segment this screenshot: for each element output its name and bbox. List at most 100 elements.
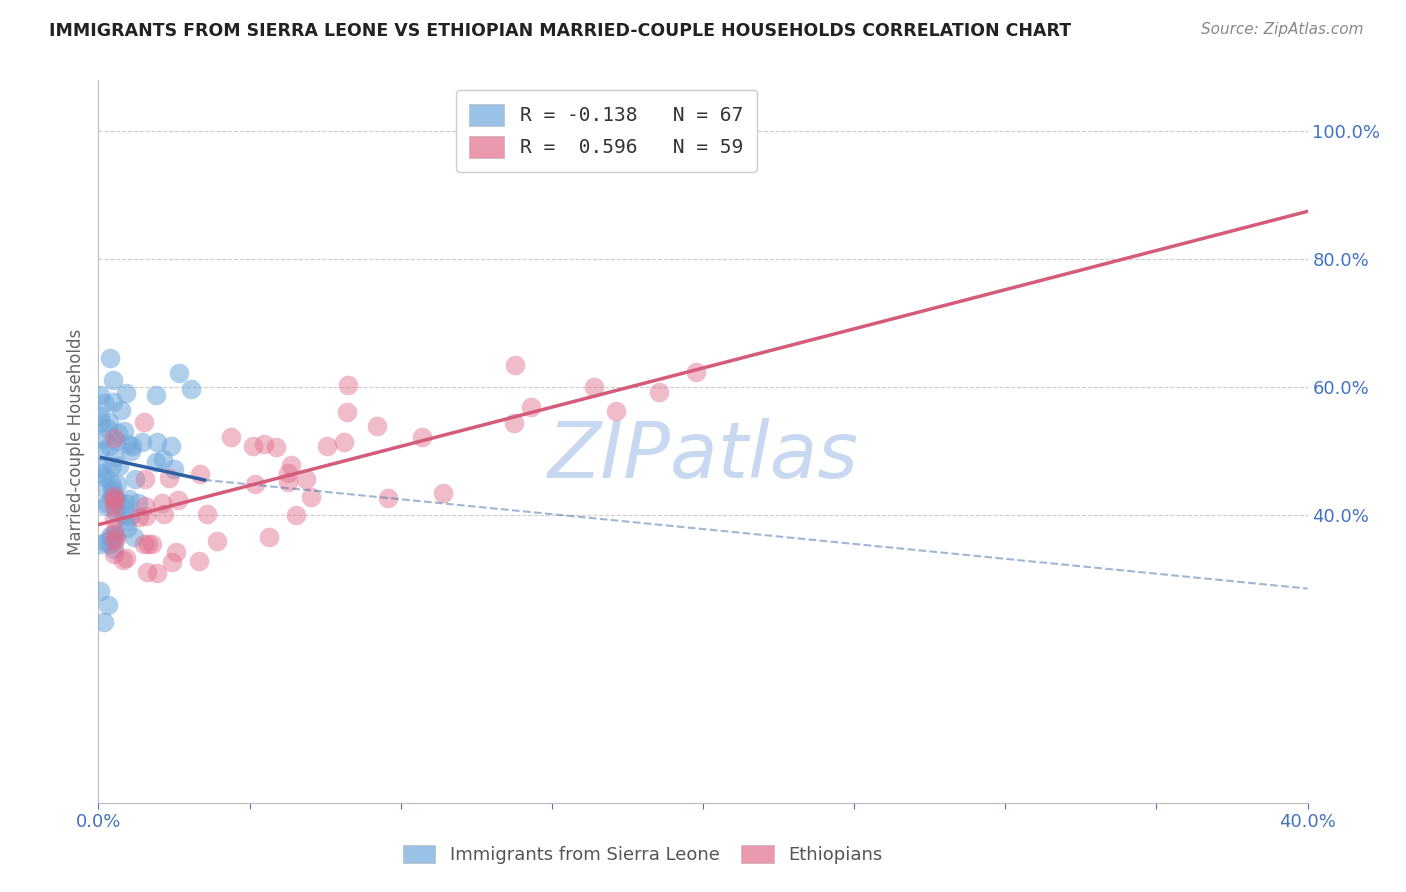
Point <box>165 545 187 559</box>
Point <box>160 439 183 453</box>
Point <box>100 459 122 474</box>
Point <box>104 527 127 541</box>
Point <box>96 499 118 513</box>
Point <box>141 537 163 551</box>
Point <box>103 491 125 505</box>
Point <box>98 415 121 429</box>
Point <box>121 440 143 454</box>
Point <box>120 443 142 458</box>
Point <box>187 554 209 568</box>
Point <box>135 508 157 523</box>
Point <box>505 358 527 372</box>
Point <box>152 451 174 466</box>
Point <box>219 430 242 444</box>
Point <box>91 432 114 446</box>
Point <box>112 424 135 438</box>
Point <box>285 508 308 522</box>
Point <box>648 385 671 400</box>
Point <box>432 486 454 500</box>
Point <box>103 500 125 514</box>
Point <box>134 472 156 486</box>
Point <box>114 551 136 566</box>
Point <box>103 533 125 548</box>
Point <box>89 583 111 598</box>
Point <box>103 512 125 526</box>
Point <box>145 455 167 469</box>
Point <box>160 555 183 569</box>
Point <box>104 531 127 545</box>
Point <box>122 530 145 544</box>
Point <box>243 477 266 491</box>
Point <box>315 439 337 453</box>
Legend: Immigrants from Sierra Leone, Ethiopians: Immigrants from Sierra Leone, Ethiopians <box>394 836 891 873</box>
Point <box>93 395 115 409</box>
Point <box>101 395 124 409</box>
Point <box>103 494 125 508</box>
Point <box>97 439 120 453</box>
Point <box>101 373 124 387</box>
Point <box>105 434 128 449</box>
Point <box>96 496 118 510</box>
Point <box>605 404 627 418</box>
Point <box>89 444 111 458</box>
Point <box>98 351 121 365</box>
Point <box>195 507 218 521</box>
Point <box>277 466 299 480</box>
Point <box>166 493 188 508</box>
Text: IMMIGRANTS FROM SIERRA LEONE VS ETHIOPIAN MARRIED-COUPLE HOUSEHOLDS CORRELATION : IMMIGRANTS FROM SIERRA LEONE VS ETHIOPIA… <box>49 22 1071 40</box>
Point <box>105 477 128 491</box>
Point <box>169 366 191 380</box>
Point <box>104 528 127 542</box>
Point <box>150 495 173 509</box>
Point <box>520 400 543 414</box>
Point <box>264 440 287 454</box>
Point <box>333 435 356 450</box>
Point <box>136 537 159 551</box>
Point <box>277 475 299 489</box>
Point <box>135 565 157 579</box>
Point <box>89 537 111 551</box>
Point <box>98 529 121 543</box>
Point <box>115 386 138 401</box>
Point <box>337 378 360 392</box>
Point <box>411 430 433 444</box>
Text: ZIPatlas: ZIPatlas <box>547 418 859 494</box>
Point <box>685 365 707 379</box>
Point <box>108 496 131 510</box>
Point <box>108 459 131 474</box>
Point <box>366 419 388 434</box>
Point <box>94 534 117 549</box>
Point <box>205 533 228 548</box>
Point <box>90 416 112 430</box>
Point <box>103 547 125 561</box>
Point <box>110 403 132 417</box>
Point <box>146 566 169 581</box>
Point <box>103 489 125 503</box>
Point <box>101 491 124 505</box>
Point <box>180 382 202 396</box>
Point <box>112 553 135 567</box>
Point <box>105 492 128 507</box>
Point <box>131 435 153 450</box>
Point <box>299 491 322 505</box>
Point <box>104 491 127 506</box>
Point <box>89 461 111 475</box>
Point <box>128 510 150 524</box>
Point <box>103 431 125 445</box>
Point <box>105 505 128 519</box>
Point <box>96 421 118 435</box>
Point <box>294 472 316 486</box>
Point <box>100 476 122 491</box>
Point <box>107 426 129 441</box>
Point <box>163 462 186 476</box>
Point <box>132 415 155 429</box>
Point <box>242 439 264 453</box>
Point <box>90 466 112 480</box>
Point <box>152 508 174 522</box>
Point <box>145 434 167 449</box>
Point <box>89 388 111 402</box>
Point <box>145 388 167 402</box>
Text: Source: ZipAtlas.com: Source: ZipAtlas.com <box>1201 22 1364 37</box>
Point <box>103 482 125 496</box>
Point <box>134 500 156 514</box>
